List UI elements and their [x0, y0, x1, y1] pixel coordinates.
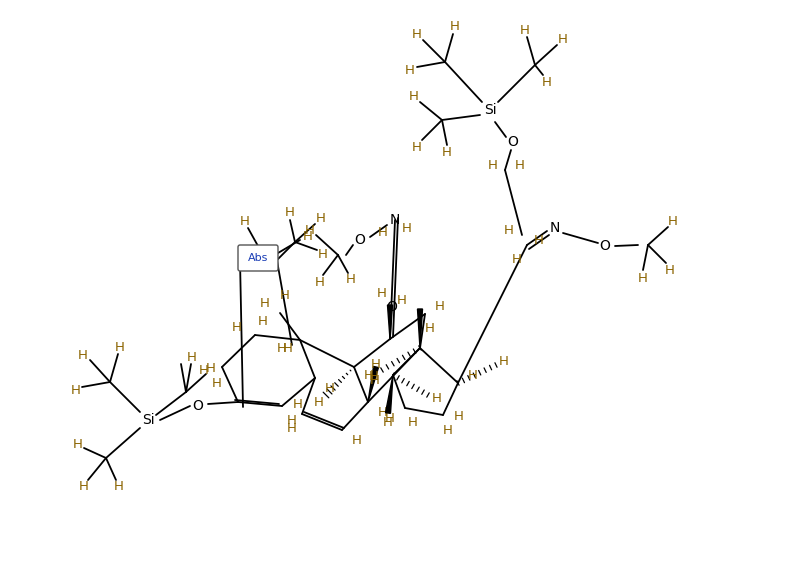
Text: H: H	[454, 410, 464, 423]
Text: H: H	[412, 28, 422, 41]
Text: H: H	[315, 275, 325, 288]
Text: H: H	[283, 342, 293, 355]
Text: O: O	[599, 239, 610, 253]
Text: Abs: Abs	[248, 253, 268, 263]
Text: H: H	[287, 413, 297, 427]
Text: O: O	[508, 135, 519, 149]
Text: Si: Si	[142, 413, 154, 427]
Text: H: H	[409, 89, 419, 103]
Text: H: H	[325, 382, 335, 394]
Text: H: H	[364, 369, 374, 382]
Text: H: H	[668, 214, 678, 228]
Polygon shape	[368, 366, 378, 402]
Text: H: H	[287, 421, 297, 434]
Text: H: H	[260, 296, 270, 309]
Text: H: H	[370, 373, 380, 386]
Text: H: H	[232, 321, 242, 333]
Text: H: H	[352, 434, 362, 447]
Text: H: H	[638, 272, 648, 285]
Text: H: H	[442, 146, 452, 158]
Text: H: H	[206, 362, 216, 375]
Text: H: H	[316, 211, 326, 224]
Text: H: H	[383, 417, 393, 430]
Text: H: H	[397, 294, 407, 306]
Text: H: H	[534, 234, 544, 247]
Text: H: H	[378, 225, 388, 238]
Text: H: H	[558, 32, 568, 46]
Text: H: H	[73, 437, 83, 450]
Text: H: H	[520, 23, 530, 36]
Text: H: H	[293, 397, 303, 410]
Polygon shape	[385, 375, 393, 413]
Text: H: H	[240, 214, 250, 228]
Text: H: H	[212, 376, 222, 390]
Text: H: H	[71, 383, 81, 396]
Text: H: H	[542, 76, 552, 89]
Text: H: H	[314, 396, 324, 409]
Text: H: H	[285, 205, 295, 218]
Text: H: H	[488, 158, 498, 171]
Text: H: H	[318, 248, 328, 261]
Text: O: O	[354, 233, 365, 247]
Text: H: H	[665, 264, 675, 276]
Text: N: N	[550, 221, 560, 235]
FancyBboxPatch shape	[238, 245, 278, 271]
Text: H: H	[408, 417, 418, 430]
Text: H: H	[78, 349, 88, 362]
Text: N: N	[389, 213, 400, 227]
Text: H: H	[346, 272, 356, 285]
Text: H: H	[450, 19, 460, 32]
Text: O: O	[192, 399, 203, 413]
Text: H: H	[512, 252, 522, 265]
Text: H: H	[187, 350, 197, 363]
Polygon shape	[417, 309, 422, 348]
Text: H: H	[371, 357, 381, 370]
Text: H: H	[425, 322, 435, 335]
Text: H: H	[504, 224, 514, 237]
Text: H: H	[515, 158, 525, 171]
Text: H: H	[369, 369, 379, 383]
Text: H: H	[405, 63, 415, 76]
Text: H: H	[435, 299, 445, 312]
Text: H: H	[402, 221, 412, 234]
Text: H: H	[277, 342, 287, 355]
Text: H: H	[468, 369, 478, 382]
Text: H: H	[303, 230, 313, 242]
Text: H: H	[115, 340, 125, 353]
Text: H: H	[432, 392, 442, 404]
Text: H: H	[443, 424, 453, 437]
Text: H: H	[412, 140, 422, 153]
Text: O: O	[386, 300, 397, 314]
Text: H: H	[377, 286, 387, 299]
Text: H: H	[499, 355, 509, 367]
Text: H: H	[378, 406, 388, 419]
Text: Si: Si	[484, 103, 496, 117]
Text: H: H	[385, 411, 395, 424]
Text: H: H	[79, 480, 89, 492]
Text: H: H	[114, 480, 124, 492]
Text: H: H	[199, 363, 209, 376]
Text: H: H	[280, 288, 290, 302]
Text: H: H	[258, 315, 268, 328]
Text: H: H	[305, 224, 315, 237]
Polygon shape	[388, 305, 393, 339]
